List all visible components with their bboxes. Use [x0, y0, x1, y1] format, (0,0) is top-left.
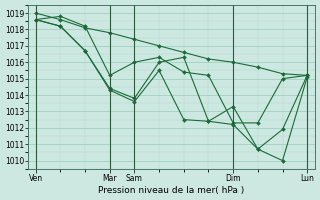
X-axis label: Pression niveau de la mer( hPa ): Pression niveau de la mer( hPa )	[98, 186, 244, 195]
